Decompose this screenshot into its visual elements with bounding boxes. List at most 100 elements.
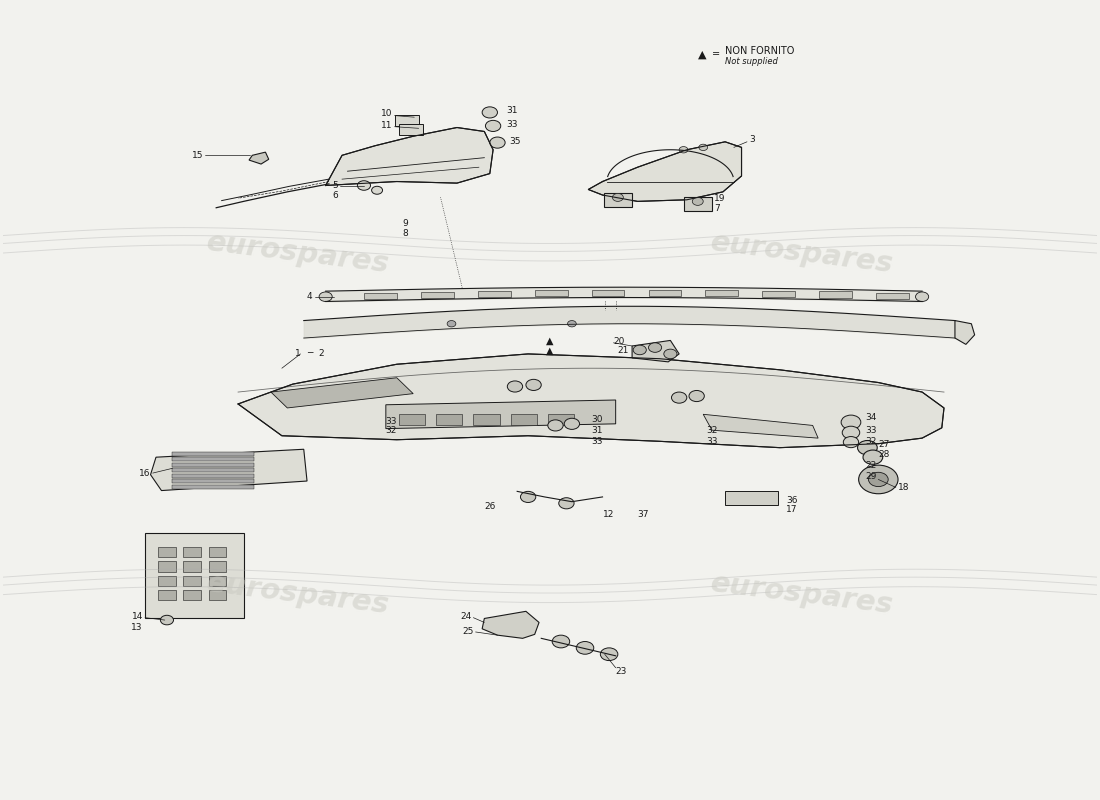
Text: 27: 27 (878, 440, 890, 449)
Circle shape (482, 107, 497, 118)
Polygon shape (632, 341, 679, 362)
Bar (173, 468, 254, 472)
Text: ▲: ▲ (547, 346, 553, 356)
Text: 31: 31 (592, 426, 603, 434)
Polygon shape (386, 400, 616, 429)
Bar (510, 414, 537, 425)
Text: 25: 25 (462, 627, 473, 637)
Circle shape (161, 615, 174, 625)
Text: 18: 18 (898, 483, 910, 492)
Bar (399, 414, 426, 425)
Bar (209, 562, 226, 571)
Text: 32: 32 (385, 426, 397, 435)
Text: Not supplied: Not supplied (725, 57, 778, 66)
Bar (173, 452, 254, 456)
Circle shape (671, 392, 686, 403)
Text: 22: 22 (866, 461, 877, 470)
Text: 20: 20 (614, 337, 625, 346)
Text: 32: 32 (706, 426, 718, 434)
Bar (649, 290, 681, 296)
Circle shape (869, 472, 888, 486)
Polygon shape (482, 611, 539, 638)
Text: 9: 9 (402, 219, 408, 228)
Circle shape (634, 345, 647, 354)
Circle shape (372, 186, 383, 194)
Bar (184, 562, 201, 571)
Circle shape (843, 426, 860, 439)
Text: 4: 4 (307, 292, 312, 302)
Bar (477, 290, 510, 297)
Bar (158, 575, 176, 586)
Text: 31: 31 (506, 106, 518, 115)
Bar (604, 193, 632, 207)
Bar (437, 414, 462, 425)
Circle shape (613, 194, 624, 202)
Polygon shape (151, 450, 307, 490)
Circle shape (358, 181, 371, 190)
Bar (184, 575, 201, 586)
Text: 23: 23 (616, 667, 627, 676)
Circle shape (520, 491, 536, 502)
Text: ▲: ▲ (547, 336, 553, 346)
Text: NON FORNITO: NON FORNITO (725, 46, 794, 56)
Text: 19: 19 (714, 194, 726, 202)
Polygon shape (238, 354, 944, 448)
Circle shape (864, 450, 882, 464)
Circle shape (601, 648, 618, 661)
Bar (364, 293, 397, 299)
Bar (145, 533, 243, 618)
Bar (725, 490, 778, 505)
Bar (209, 547, 226, 558)
Bar (209, 575, 226, 586)
Bar (399, 124, 424, 135)
Text: 14: 14 (132, 611, 143, 621)
Text: =: = (712, 50, 720, 59)
Bar (421, 292, 453, 298)
Polygon shape (249, 152, 268, 164)
Text: ─: ─ (307, 350, 312, 358)
Text: ▲: ▲ (697, 50, 706, 59)
Circle shape (858, 441, 877, 455)
Circle shape (698, 144, 707, 150)
Text: 13: 13 (131, 622, 143, 632)
Circle shape (649, 342, 661, 352)
Bar (173, 457, 254, 461)
Polygon shape (588, 142, 741, 202)
Text: eurospares: eurospares (205, 228, 392, 278)
Text: 6: 6 (332, 190, 338, 199)
Circle shape (564, 418, 580, 430)
Text: eurospares: eurospares (708, 228, 895, 278)
Text: 8: 8 (402, 229, 408, 238)
Text: 33: 33 (866, 426, 877, 434)
Bar (173, 485, 254, 489)
Bar (173, 462, 254, 466)
Text: 33: 33 (706, 437, 718, 446)
Bar (184, 590, 201, 600)
Circle shape (679, 146, 688, 153)
Bar (548, 414, 574, 425)
Text: 33: 33 (592, 437, 603, 446)
Bar (158, 590, 176, 600)
Text: 34: 34 (866, 413, 877, 422)
Bar (705, 290, 738, 296)
Text: 7: 7 (714, 204, 719, 213)
Circle shape (447, 321, 455, 327)
Text: 37: 37 (638, 510, 649, 519)
Text: 32: 32 (866, 437, 877, 446)
Text: 28: 28 (878, 450, 890, 459)
Circle shape (692, 198, 703, 206)
Bar (820, 291, 852, 298)
Circle shape (319, 292, 332, 302)
Bar (395, 114, 419, 126)
Circle shape (552, 635, 570, 648)
Polygon shape (326, 127, 493, 186)
Bar (158, 562, 176, 571)
Text: 36: 36 (786, 495, 798, 505)
Circle shape (559, 498, 574, 509)
Circle shape (915, 292, 928, 302)
Text: 2: 2 (318, 350, 323, 358)
Bar (535, 290, 568, 296)
Polygon shape (703, 414, 818, 438)
Text: 11: 11 (381, 121, 393, 130)
Circle shape (576, 642, 594, 654)
